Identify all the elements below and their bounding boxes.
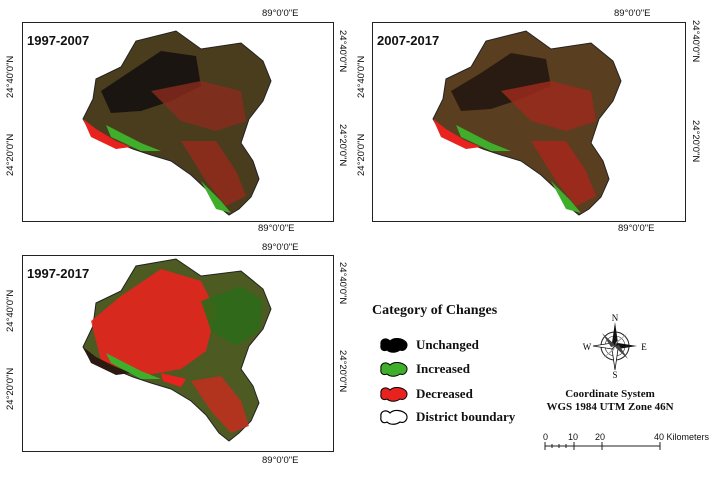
- legend-label: Increased: [416, 361, 470, 376]
- legend-label: Decreased: [416, 386, 473, 401]
- scale-tick-20: 20: [595, 432, 606, 442]
- scale-tick-0: 0: [543, 432, 549, 442]
- lat-label-upper-right: 24°40'0"N: [337, 30, 348, 73]
- lat-label-upper-left: 24°40'0"N: [5, 55, 16, 98]
- lon-label-bottom: 89°0'0"E: [262, 455, 299, 466]
- legend-title: Category of Changes: [372, 303, 498, 318]
- lon-label-top: 89°0'0"E: [614, 8, 651, 19]
- map-district-1997-2007: [82, 30, 272, 216]
- lat-label-upper-left: 24°40'0"N: [5, 289, 16, 332]
- lat-label-upper-right: 24°40'0"N: [337, 262, 348, 305]
- map-panel-1997-2017: 1997-2017: [22, 255, 334, 452]
- legend-label: District boundary: [416, 409, 516, 424]
- period-label: 1997-2007: [27, 33, 90, 48]
- unchanged-swatch-icon: [380, 338, 408, 353]
- map-panel-2007-2017: 2007-2017: [372, 22, 686, 222]
- map-district-1997-2017: [82, 258, 272, 442]
- district-boundary-swatch-icon: [380, 409, 408, 425]
- lat-label-lower-left: 24°20'0"N: [5, 367, 16, 410]
- lat-label-lower-right: 24°20'0"N: [690, 120, 701, 163]
- lon-label-top: 89°0'0"E: [262, 242, 299, 253]
- lon-label-bottom: 89°0'0"E: [618, 223, 655, 234]
- coordinate-system-name: WGS 1984 UTM Zone 46N: [546, 401, 674, 413]
- decreased-swatch-icon: [380, 387, 408, 402]
- lat-label-lower-right: 24°20'0"N: [337, 350, 348, 393]
- period-label: 1997-2017: [27, 266, 90, 281]
- compass-north-label: N: [612, 313, 619, 323]
- lon-label-top: 89°0'0"E: [262, 8, 299, 19]
- compass-south-label: S: [612, 370, 617, 379]
- lat-label-lower-right: 24°20'0"N: [337, 124, 348, 167]
- north-arrow-icon: N S W E: [583, 313, 648, 379]
- map-panel-1997-2007: 1997-2007: [22, 22, 334, 222]
- lat-label-upper-left: 24°40'0"N: [356, 55, 367, 98]
- scale-bar: [544, 442, 661, 450]
- lon-label-bottom: 89°0'0"E: [258, 223, 295, 234]
- lat-label-upper-right: 24°40'0"N: [690, 20, 701, 63]
- lat-label-lower-left: 24°20'0"N: [5, 133, 16, 176]
- compass-west-label: W: [583, 342, 592, 352]
- increased-swatch-icon: [380, 362, 408, 377]
- period-label: 2007-2017: [377, 33, 440, 48]
- legend-label: Unchanged: [416, 337, 479, 352]
- scale-tick-40: 40 Kilometers: [654, 432, 709, 442]
- compass-east-label: E: [641, 342, 647, 352]
- map-district-2007-2017: [432, 30, 622, 216]
- scale-tick-10: 10: [568, 432, 579, 442]
- coordinate-system-title: Coordinate System: [565, 388, 655, 400]
- lat-label-lower-left: 24°20'0"N: [356, 133, 367, 176]
